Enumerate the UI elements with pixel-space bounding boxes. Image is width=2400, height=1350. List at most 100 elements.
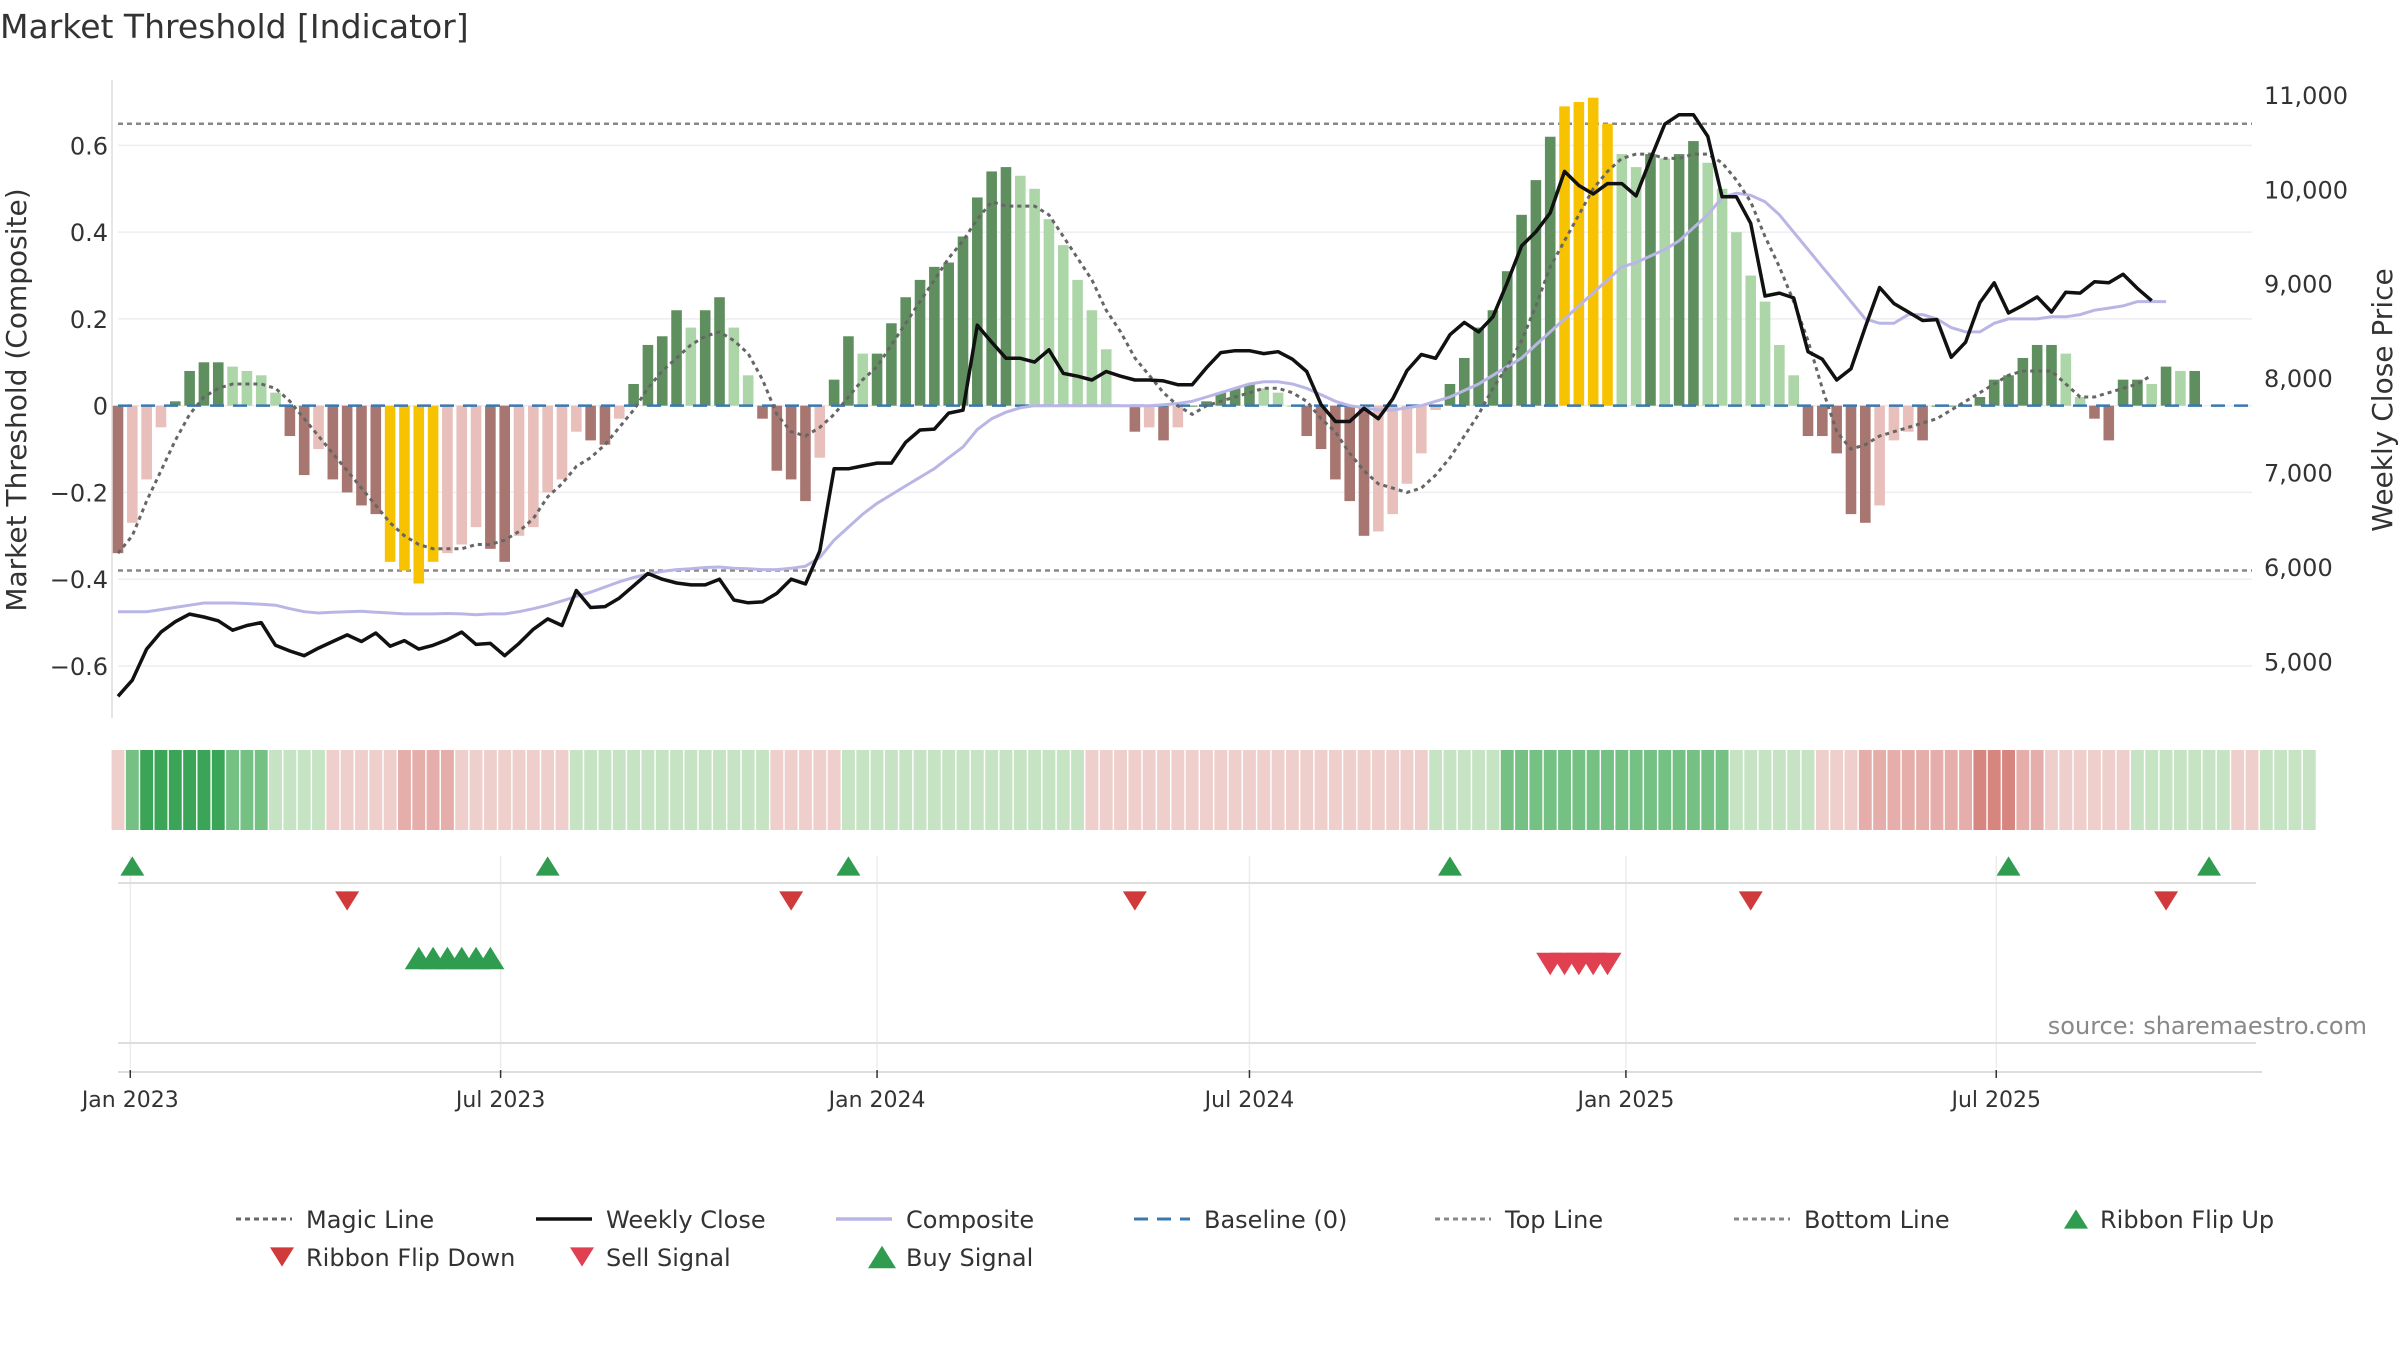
composite-bar bbox=[2117, 379, 2129, 406]
composite-bar bbox=[1458, 357, 1470, 406]
composite-bar bbox=[1616, 154, 1628, 406]
composite-bar bbox=[499, 405, 510, 562]
legend-label: Buy Signal bbox=[906, 1244, 1033, 1272]
ribbon-cell bbox=[1715, 750, 1729, 830]
buy-signal-marker bbox=[476, 946, 505, 970]
x-tick-label: Jan 2025 bbox=[1575, 1088, 1674, 1113]
ribbon-cell bbox=[1758, 750, 1772, 830]
ribbon-cell bbox=[1028, 750, 1042, 830]
ribbon-cell bbox=[2002, 750, 2015, 830]
ribbon-cell bbox=[770, 750, 784, 830]
composite-bar bbox=[1845, 405, 1857, 515]
legend-item: Buy Signal bbox=[868, 1244, 1033, 1272]
composite-bar bbox=[1917, 405, 1928, 441]
composite-bar bbox=[1802, 405, 1814, 437]
ribbon-cell bbox=[827, 750, 841, 830]
ribbon-flip-up-marker bbox=[1437, 856, 1462, 876]
weekly-close-line bbox=[116, 112, 2153, 698]
right-tick-label: 8,000 bbox=[2264, 365, 2333, 393]
legend-item: Top Line bbox=[1435, 1206, 1603, 1234]
ribbon-cell bbox=[799, 750, 812, 830]
composite-bar bbox=[1544, 136, 1556, 406]
ribbon-cell bbox=[1830, 750, 1844, 830]
composite-bar bbox=[828, 379, 840, 406]
ribbon-cell bbox=[1271, 750, 1285, 830]
ribbon-cell bbox=[1357, 750, 1371, 830]
ribbon-cell bbox=[1916, 750, 1930, 830]
composite-bar bbox=[814, 405, 826, 458]
ribbon-cell bbox=[2173, 750, 2187, 830]
composite-bar bbox=[1888, 405, 1900, 441]
ribbon-cell bbox=[1973, 750, 1987, 830]
ribbon-cell bbox=[412, 750, 426, 830]
composite-bar bbox=[298, 405, 310, 476]
ribbon-cell bbox=[1343, 750, 1357, 830]
ribbon-cell bbox=[1729, 750, 1743, 830]
composite-bar bbox=[513, 405, 525, 536]
ribbon-cell bbox=[756, 750, 769, 830]
legend-item: Ribbon Flip Down bbox=[270, 1244, 515, 1272]
right-tick-label: 11,000 bbox=[2264, 82, 2348, 110]
signal-markers bbox=[120, 856, 2222, 976]
ribbon-cell bbox=[2073, 750, 2087, 830]
composite-bar bbox=[1158, 405, 1169, 441]
ribbon-cell bbox=[512, 750, 526, 830]
composite-bar bbox=[2046, 344, 2057, 406]
composite-bar bbox=[742, 375, 754, 406]
ribbon-cell bbox=[1873, 750, 1887, 830]
composite-bar bbox=[1143, 405, 1155, 428]
ribbon-cell bbox=[1486, 750, 1500, 830]
composite-bar bbox=[528, 405, 539, 528]
ribbon-cell bbox=[1085, 750, 1099, 830]
left-tick-label: 0.2 bbox=[70, 306, 108, 334]
ribbon-flip-up-marker bbox=[120, 856, 145, 876]
ribbon-cell bbox=[1128, 750, 1142, 830]
composite-bar bbox=[2074, 397, 2086, 406]
composite-bar bbox=[2175, 370, 2186, 406]
composite-bar bbox=[327, 405, 339, 480]
ribbon-cell bbox=[541, 750, 555, 830]
ribbon-cell bbox=[226, 750, 240, 830]
composite-bar bbox=[1673, 154, 1685, 406]
composite-bar bbox=[270, 392, 281, 406]
composite-bar bbox=[2017, 357, 2029, 406]
composite-bar bbox=[1244, 383, 1255, 406]
composite-bar bbox=[313, 405, 324, 450]
ribbon-cell bbox=[784, 750, 798, 830]
composite-bar bbox=[1988, 379, 2000, 406]
ribbon-cell bbox=[1629, 750, 1643, 830]
legend-label: Top Line bbox=[1504, 1206, 1603, 1234]
ribbon-cell bbox=[1515, 750, 1529, 830]
ribbon-cell bbox=[641, 750, 655, 830]
legend-item: Baseline (0) bbox=[1134, 1206, 1347, 1234]
ribbon-cell bbox=[741, 750, 755, 830]
ribbon-cell bbox=[2188, 750, 2202, 830]
ribbon-cell bbox=[970, 750, 984, 830]
ribbon-cell bbox=[2274, 750, 2288, 830]
ribbon-cell bbox=[2302, 750, 2316, 830]
composite-bar bbox=[1587, 97, 1599, 406]
right-tick-label: 5,000 bbox=[2264, 648, 2333, 676]
ribbon-cell bbox=[1586, 750, 1600, 830]
legend-item: Composite bbox=[836, 1206, 1034, 1234]
ribbon-cell bbox=[1414, 750, 1428, 830]
ribbon-cell bbox=[283, 750, 297, 830]
composite-bar bbox=[1401, 405, 1413, 484]
ribbon-cell bbox=[2030, 750, 2044, 830]
composite-bar bbox=[871, 353, 883, 406]
composite-bar bbox=[212, 362, 224, 406]
composite-bar bbox=[585, 405, 596, 441]
composite-bar bbox=[900, 297, 912, 406]
ribbon-cell bbox=[598, 750, 612, 830]
x-tick-label: Jan 2023 bbox=[80, 1088, 179, 1113]
ribbon-cell bbox=[999, 750, 1013, 830]
composite-bar bbox=[656, 336, 668, 406]
composite-bar bbox=[198, 362, 210, 406]
composite-bar bbox=[1716, 188, 1728, 406]
ribbon-cell bbox=[340, 750, 354, 830]
ribbon-cell bbox=[1801, 750, 1815, 830]
right-tick-label: 9,000 bbox=[2264, 271, 2333, 299]
composite-bar bbox=[1688, 141, 1699, 406]
ribbon-cell bbox=[1558, 750, 1571, 830]
legend-item: Ribbon Flip Up bbox=[2064, 1206, 2274, 1234]
